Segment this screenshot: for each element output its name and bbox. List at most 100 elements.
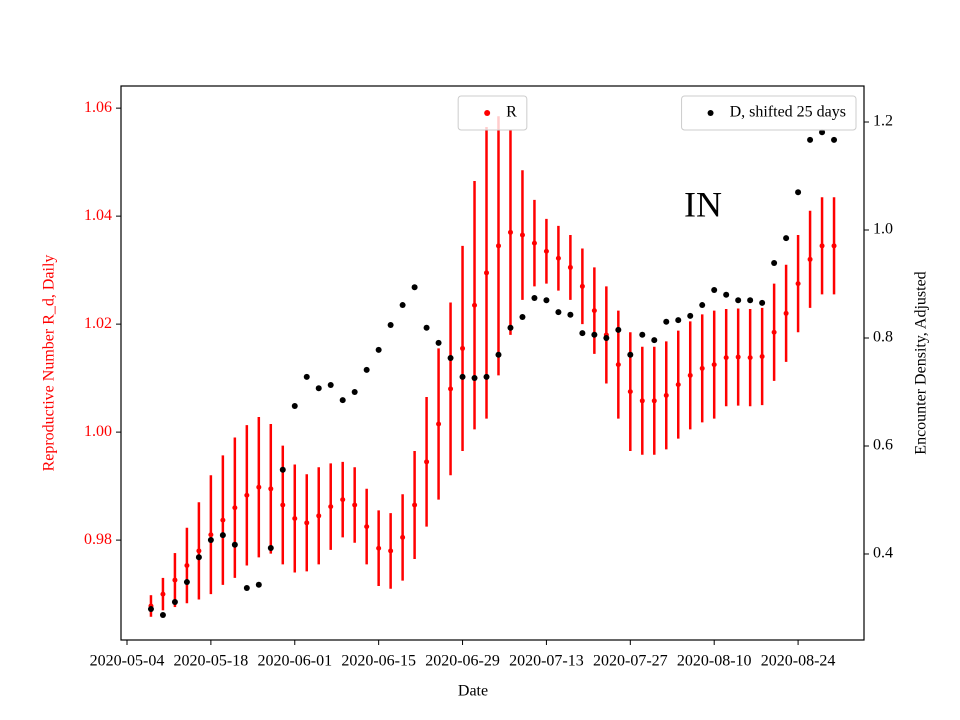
data-point — [507, 229, 513, 235]
data-point — [819, 243, 825, 249]
data-point — [615, 326, 622, 333]
data-point — [759, 354, 765, 360]
data-point — [747, 297, 754, 304]
data-point — [171, 599, 178, 606]
data-point — [723, 355, 729, 361]
data-point — [807, 136, 814, 143]
data-point — [411, 284, 418, 291]
data-point — [579, 283, 585, 289]
data-point — [735, 297, 742, 304]
data-point — [555, 309, 562, 316]
data-point — [723, 291, 730, 298]
data-point — [172, 577, 178, 583]
data-point — [376, 545, 382, 551]
data-point — [159, 611, 166, 618]
data-point — [699, 365, 705, 371]
y2-axis-label: Encounter Density, Adjusted — [913, 271, 930, 454]
data-point — [183, 579, 190, 586]
data-point — [519, 232, 525, 238]
data-point — [639, 398, 645, 404]
data-point — [735, 354, 741, 360]
legend-label: R — [506, 104, 517, 121]
data-point — [507, 324, 514, 331]
y2-tick-label: 0.6 — [873, 437, 893, 454]
data-point — [472, 302, 478, 308]
x-tick-label: 2020-07-13 — [509, 653, 584, 670]
data-point — [279, 466, 286, 473]
data-point — [687, 312, 694, 319]
data-point — [771, 259, 778, 266]
data-point — [303, 373, 310, 380]
data-point — [423, 324, 430, 331]
data-point — [435, 339, 442, 346]
x-tick-label: 2020-06-15 — [341, 653, 416, 670]
data-point — [807, 256, 813, 262]
data-point — [771, 329, 777, 335]
data-point — [543, 297, 550, 304]
y2-tick-label: 1.2 — [873, 113, 893, 130]
data-point — [651, 398, 657, 404]
data-point — [591, 308, 597, 314]
data-point — [244, 492, 250, 498]
data-point — [280, 502, 286, 508]
x-tick-label: 2020-08-24 — [761, 653, 836, 670]
data-point — [591, 331, 598, 338]
legend-marker — [484, 110, 491, 116]
data-point — [555, 255, 561, 261]
data-point — [340, 497, 346, 503]
data-point — [567, 264, 573, 270]
data-point — [675, 317, 682, 324]
data-point — [352, 502, 358, 508]
data-point — [315, 385, 322, 392]
data-point — [207, 536, 214, 543]
y2-tick-label: 0.4 — [873, 545, 893, 562]
data-point — [831, 136, 838, 143]
data-point — [447, 354, 454, 361]
data-point — [747, 355, 753, 361]
data-point — [231, 541, 238, 548]
legend: D, shifted 25 days — [681, 95, 857, 131]
y-axis-label: Reproductive Number R_d, Daily — [41, 255, 58, 472]
data-point — [579, 330, 586, 337]
x-tick-label: 2020-06-29 — [425, 653, 500, 670]
x-tick-label: 2020-08-10 — [677, 653, 752, 670]
data-point — [687, 372, 693, 378]
data-point — [627, 389, 633, 395]
legend-marker — [707, 110, 714, 116]
data-point — [711, 286, 718, 293]
data-point — [316, 513, 322, 519]
data-point — [292, 516, 298, 522]
x-tick-label: 2020-06-01 — [257, 653, 332, 670]
data-point — [795, 281, 801, 287]
data-point — [267, 545, 274, 552]
x-tick-label: 2020-07-27 — [593, 653, 668, 670]
data-point — [783, 310, 789, 316]
data-point — [484, 270, 490, 276]
data-point — [819, 129, 826, 136]
data-point — [603, 334, 610, 341]
data-point — [448, 386, 454, 392]
data-point — [387, 322, 394, 329]
data-point — [232, 505, 238, 511]
data-point — [483, 373, 490, 380]
legend: R — [457, 95, 528, 131]
data-point — [639, 331, 646, 338]
data-point — [364, 524, 370, 530]
data-point — [184, 562, 190, 568]
y2-tick-label: 0.8 — [873, 329, 893, 346]
data-point — [711, 362, 717, 368]
x-axis-label: Date — [458, 683, 488, 700]
data-point — [327, 381, 334, 388]
legend-box — [457, 95, 528, 131]
data-point — [627, 351, 634, 358]
data-point — [400, 534, 406, 540]
data-point — [304, 520, 310, 526]
data-point — [543, 248, 549, 254]
data-point — [351, 388, 358, 395]
annotation: IN — [684, 184, 722, 224]
data-point — [675, 382, 681, 388]
data-point — [759, 299, 766, 306]
data-point — [195, 554, 202, 561]
data-point — [495, 243, 501, 249]
